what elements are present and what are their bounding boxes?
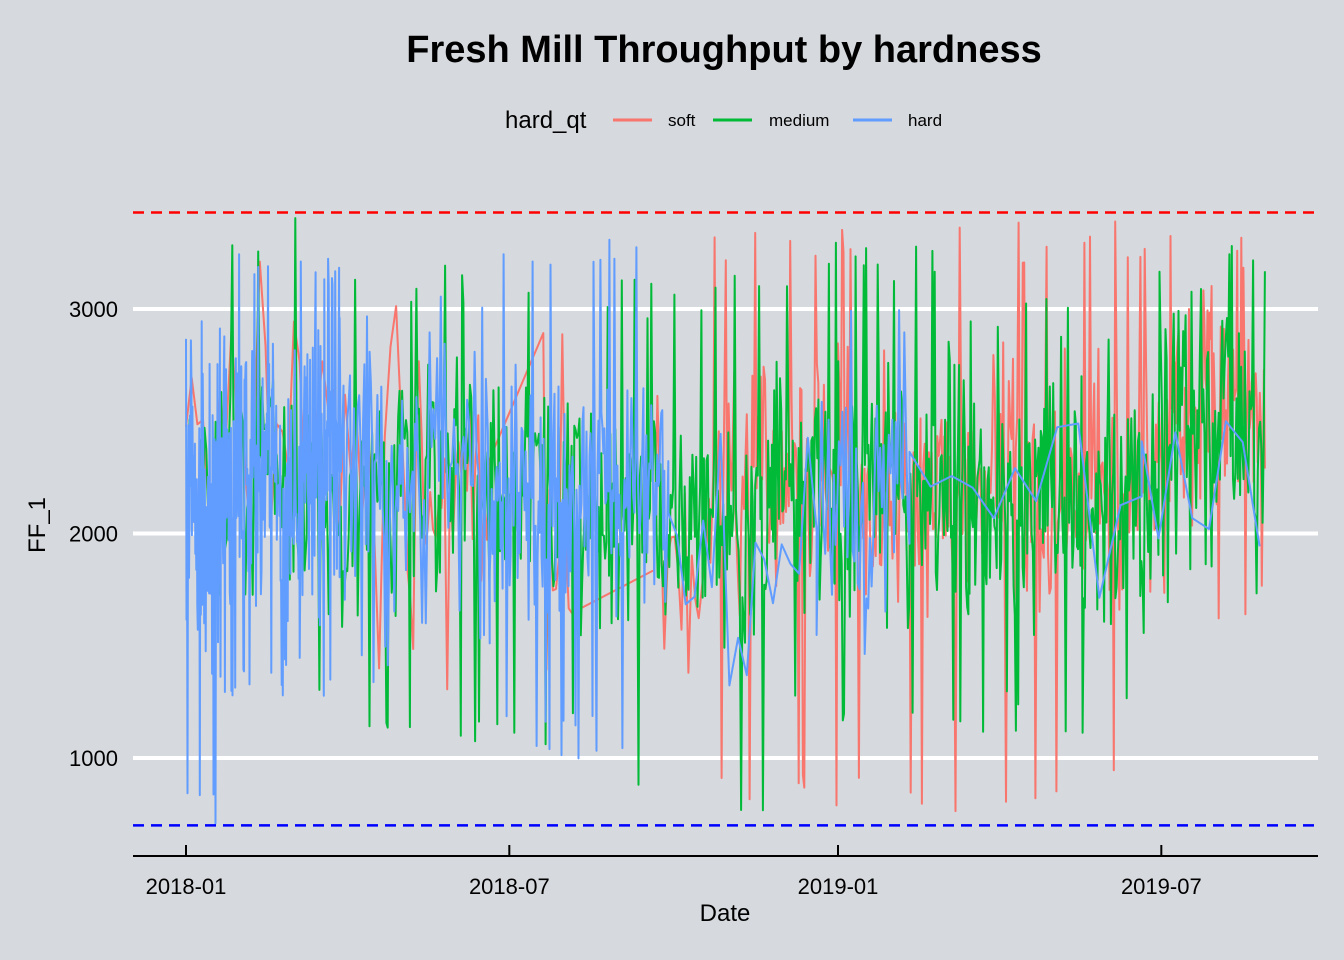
x-tick-label: 2018-01 bbox=[146, 874, 227, 899]
y-tick-label: 2000 bbox=[69, 522, 118, 547]
x-axis-ticks: 2018-01 2018-07 2019-01 2019-07 bbox=[146, 845, 1202, 899]
x-tick-label: 2018-07 bbox=[469, 874, 550, 899]
legend-label-soft: soft bbox=[668, 111, 696, 130]
legend-label-hard: hard bbox=[908, 111, 942, 130]
legend-title: hard_qt bbox=[505, 107, 587, 134]
y-axis-label: FF_1 bbox=[24, 497, 51, 553]
y-tick-label: 3000 bbox=[69, 297, 118, 322]
chart-title: Fresh Mill Throughput by hardness bbox=[406, 29, 1041, 71]
plot-area bbox=[185, 217, 1266, 825]
series-line-hard bbox=[185, 238, 1261, 825]
x-axis-label: Date bbox=[700, 900, 751, 927]
x-tick-label: 2019-07 bbox=[1121, 874, 1202, 899]
legend: hard_qt soft medium hard bbox=[505, 107, 942, 134]
x-tick-label: 2019-01 bbox=[798, 874, 879, 899]
y-tick-label: 1000 bbox=[69, 746, 118, 771]
y-axis-ticks: 1000 2000 3000 bbox=[69, 297, 118, 771]
legend-label-medium: medium bbox=[769, 111, 829, 130]
